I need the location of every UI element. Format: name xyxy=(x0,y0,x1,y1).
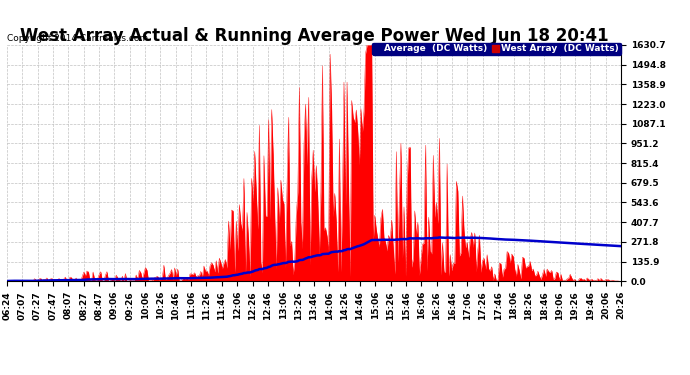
Legend: Average  (DC Watts), West Array  (DC Watts): Average (DC Watts), West Array (DC Watts… xyxy=(372,43,621,55)
Title: West Array Actual & Running Average Power Wed Jun 18 20:41: West Array Actual & Running Average Powe… xyxy=(19,27,609,45)
Text: Copyright 2014 Cartronics.com: Copyright 2014 Cartronics.com xyxy=(7,34,148,43)
